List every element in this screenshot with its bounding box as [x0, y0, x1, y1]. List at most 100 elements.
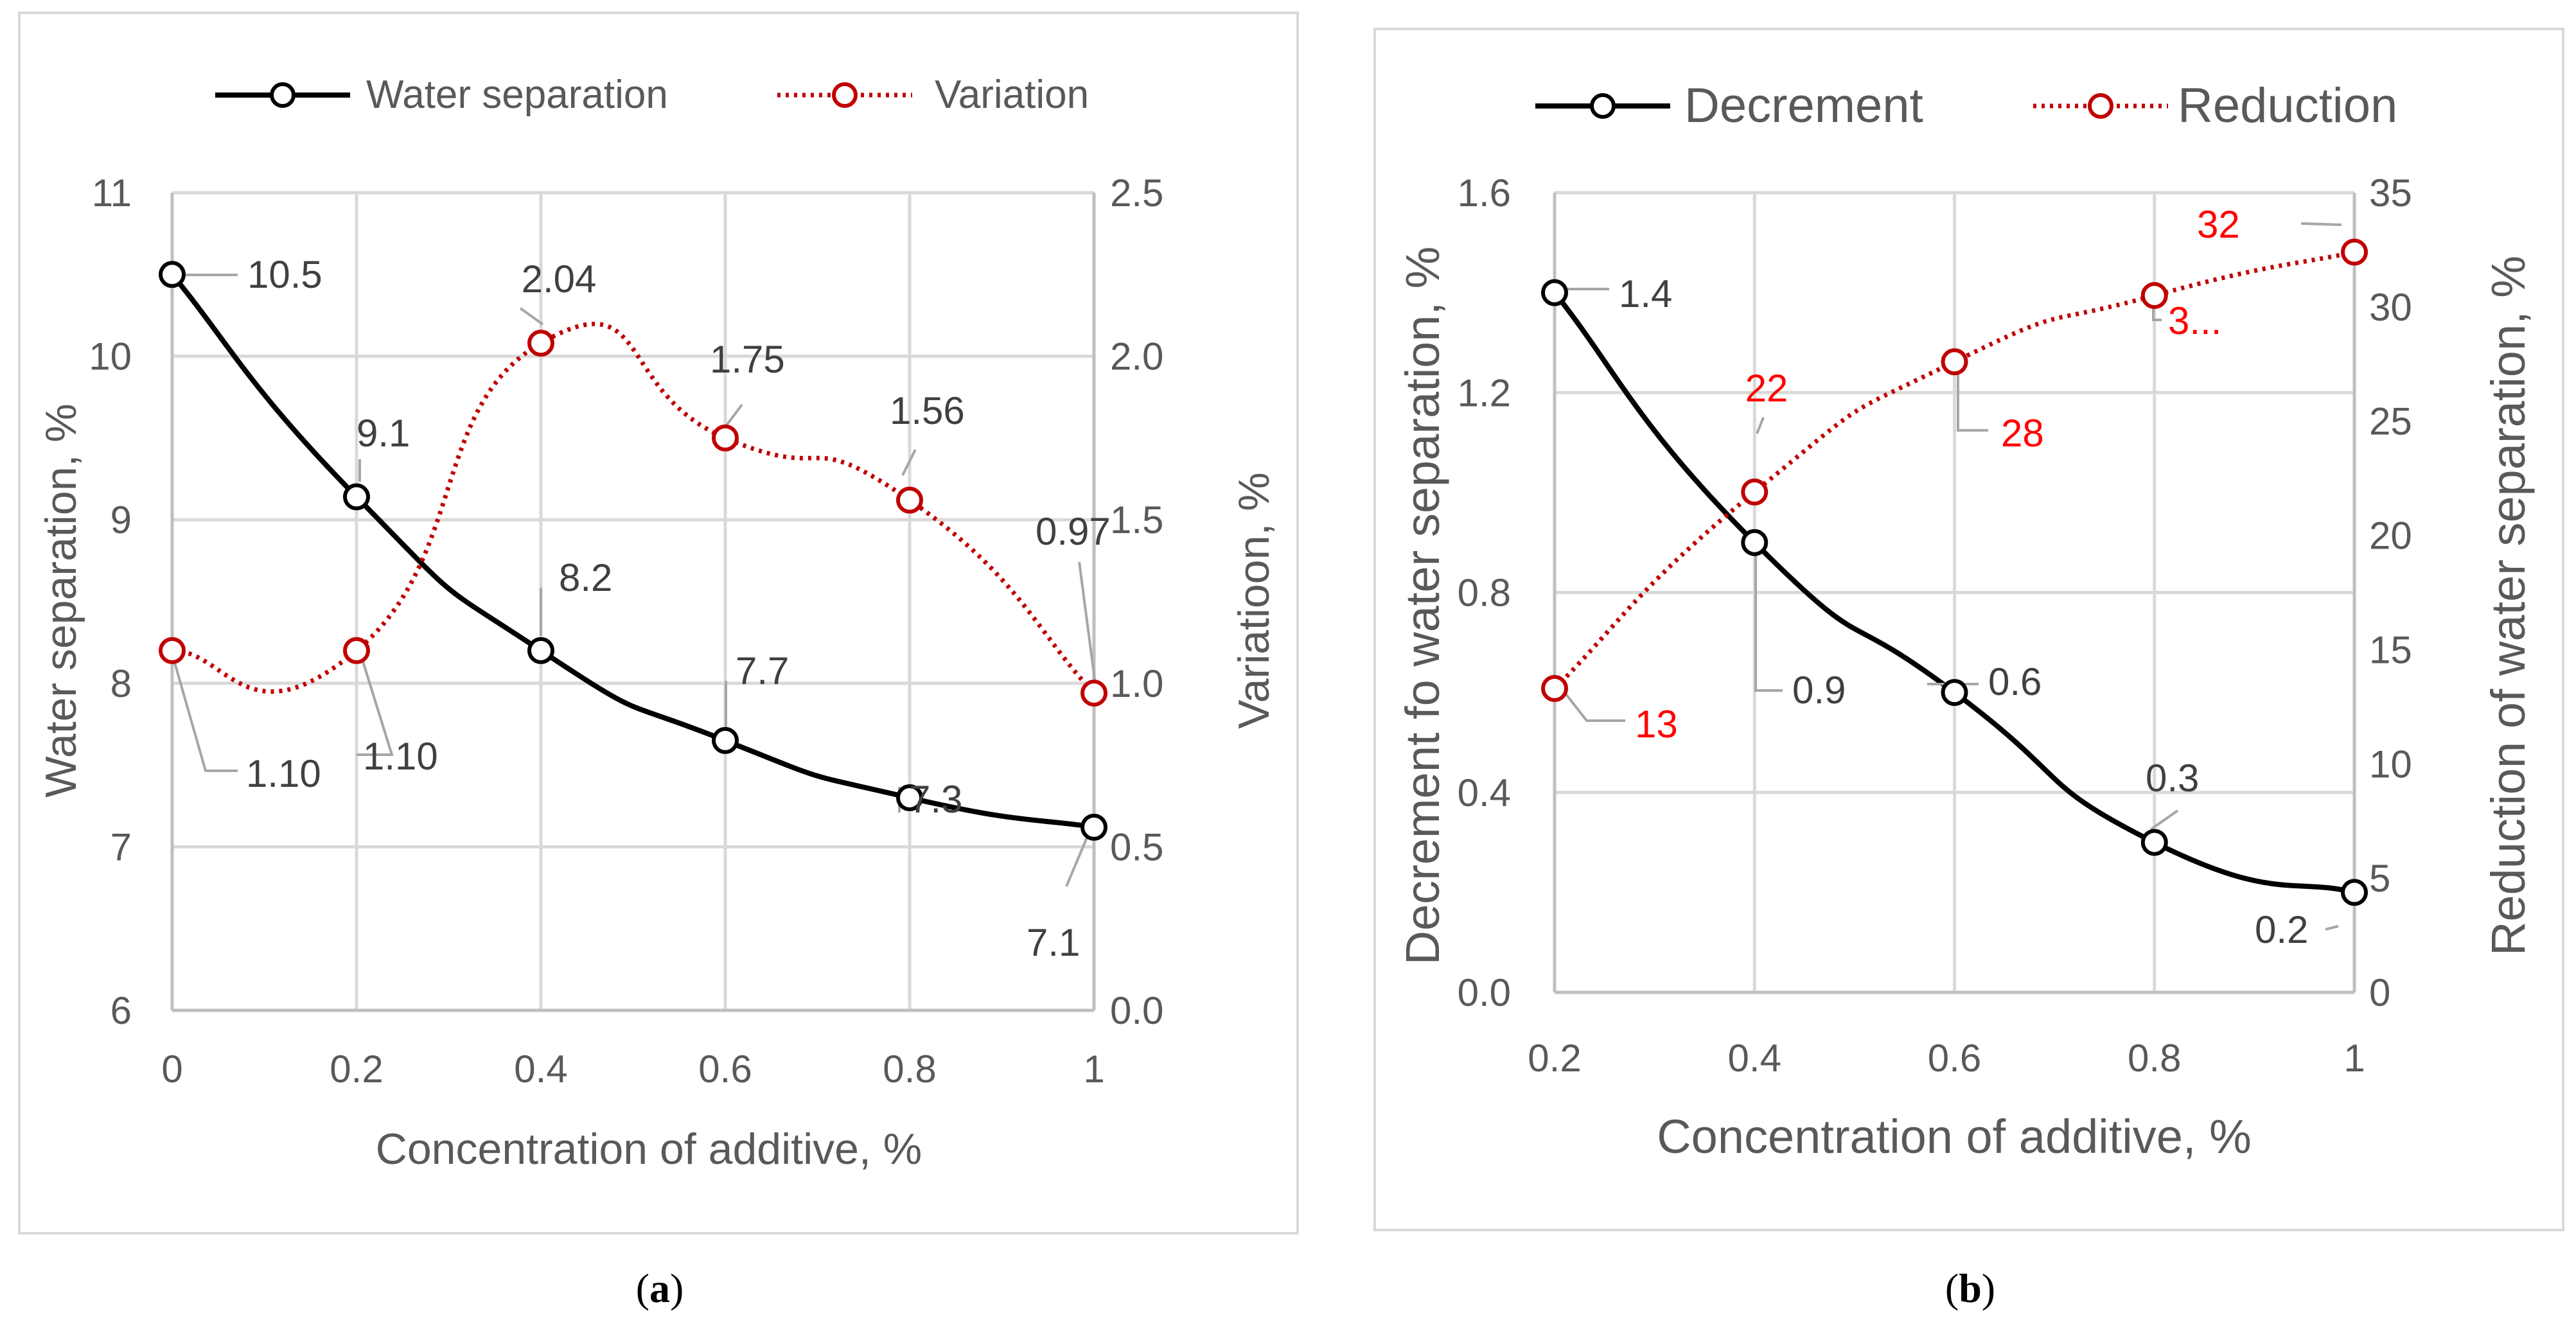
y-left-tick-label: 0.0	[1458, 971, 1511, 1014]
data-label-variation: 2.04	[522, 258, 597, 301]
leader-line-reduction	[1957, 366, 1988, 432]
panel-a-data-labels: 10.5 9.1 8.2 7.7 7.3 7.1 1.10 1.10 2.04 1.75 1.56 0…	[246, 253, 1111, 964]
data-label-decrement: 0.3	[2146, 757, 2199, 800]
data-point-decrement	[1541, 279, 1568, 306]
caption-b-letter: b	[1959, 1265, 1982, 1311]
data-point-reduction	[2341, 238, 2368, 266]
y-right-tick-label: 2.5	[1110, 171, 1163, 215]
data-label-reduction: 3...	[2168, 299, 2221, 342]
data-label-reduction: 32	[2197, 203, 2240, 246]
panel-b-axes	[1553, 193, 2356, 994]
data-point-water-separation	[712, 726, 739, 754]
data-label-water-separation: 7.7	[736, 649, 789, 692]
leader-line-decrement	[1754, 552, 1783, 692]
y-left-tick-label: 1.6	[1458, 171, 1511, 215]
data-label-water-separation: 7.1	[1027, 921, 1080, 964]
data-point-water-separation	[343, 483, 370, 511]
legend-variation-label: Variation	[935, 73, 1089, 117]
y-right-tick-label: 15	[2369, 628, 2412, 671]
legend-decrement-label: Decrement	[1684, 78, 1923, 133]
y-right-tick-label: 1.0	[1110, 662, 1163, 705]
data-point-reduction	[1741, 478, 1769, 505]
data-label-decrement: 0.6	[1988, 660, 2042, 703]
x-tick-label: 0.6	[698, 1048, 752, 1091]
panel-a-tick-labels: 0 0.2 0.4 0.6 0.8 1 6 7 8 9 10 11 0.0 0.5 1.0 1.5 2.0 2.5	[89, 171, 1163, 1091]
y-right-tick-label: 0	[2369, 971, 2390, 1014]
y-left-tick-label: 1.2	[1458, 371, 1511, 414]
data-point-water-separation	[527, 637, 554, 664]
panel-b-frame	[1373, 28, 2564, 1231]
y-right-tick-label: 10	[2369, 743, 2412, 786]
y-right-tick-label: 30	[2369, 286, 2412, 329]
leader-line-reduction	[2300, 222, 2342, 226]
panel-a-right-axis-title: Variatioon, %	[1230, 472, 1278, 728]
legend-decrement-marker	[1590, 93, 1616, 119]
y-right-tick-label: 1.5	[1110, 498, 1163, 541]
data-point-decrement	[2341, 879, 2368, 906]
x-tick-label: 1	[2343, 1037, 2365, 1080]
y-right-tick-label: 5	[2369, 857, 2390, 900]
data-point-decrement	[1741, 529, 1769, 556]
y-left-tick-label: 0.4	[1458, 771, 1511, 814]
y-right-tick-label: 2.0	[1110, 335, 1163, 378]
panel-b-legend: Decrement Reduction	[1535, 78, 2397, 133]
leader-line-decrement	[2325, 925, 2339, 931]
data-label-variation: 1.10	[363, 735, 438, 778]
data-label-water-separation: 7.3	[909, 778, 962, 821]
y-left-tick-label: 9	[110, 498, 132, 541]
panel-b-right-axis-title: Reduction of water separation, %	[2482, 256, 2535, 956]
data-point-variation	[527, 330, 554, 357]
data-label-reduction: 22	[1745, 367, 1788, 410]
series-line-variation	[172, 321, 1096, 695]
leader-line-reduction	[1555, 681, 1625, 722]
chart-panel-a: 10.59.18.27.77.37.11.10 1.102.041.751.560…	[18, 12, 1299, 1235]
caption-a-open: (	[636, 1265, 649, 1311]
data-point-water-separation	[1081, 813, 1107, 841]
panel-b-data-labels: 1.4 0.9 0.6 0.3 0.2 13 22 28 3... 32	[1619, 203, 2308, 951]
y-right-tick-label: 0.0	[1110, 989, 1163, 1032]
panel-b-points	[1541, 238, 2368, 906]
leader-line-variation	[357, 661, 394, 756]
legend-water-separation-label: Water separation	[366, 73, 668, 117]
caption-b-open: (	[1945, 1265, 1959, 1311]
x-tick-label: 0.2	[330, 1048, 383, 1091]
panel-a-axes	[170, 193, 1096, 1012]
chart-panel-b: 1.4 0.9 0.6 0.3 0.2 13 22 28 3... 32 0.2 0.4 0.6 0.8…	[1373, 28, 2564, 1231]
legend-water-separation-marker	[270, 82, 296, 108]
leader-line-variation	[901, 449, 917, 476]
panel-b-left-axis-title: Decrement fo water separation, %	[1396, 247, 1449, 965]
panel-a-x-axis-title: Concentration of additive, %	[376, 1125, 922, 1173]
panel-b-x-axis-title: Concentration of additive, %	[1657, 1110, 2252, 1163]
leader-line-variation	[519, 307, 544, 326]
x-tick-label: 0.8	[883, 1048, 936, 1091]
panel-a-left-axis-title: Water separation, %	[37, 403, 85, 798]
panel-a-frame	[18, 12, 1299, 1235]
data-point-variation	[712, 424, 739, 452]
panel-b-series-lines	[1552, 250, 2355, 895]
panel-b-tick-labels: 0.2 0.4 0.6 0.8 1 0.0 0.4 0.8 1.2 1.6 0 5 10 15 20 25 30…	[1458, 171, 2412, 1080]
data-point-decrement	[1941, 679, 1968, 707]
y-left-tick-label: 7	[110, 825, 132, 868]
legend-reduction-marker	[2088, 93, 2113, 119]
caption-b: (b)	[1945, 1265, 1995, 1311]
data-point-variation	[159, 637, 186, 664]
y-right-tick-label: 35	[2369, 171, 2412, 215]
data-point-variation	[1081, 680, 1107, 707]
data-label-decrement: 1.4	[1619, 272, 1672, 315]
x-tick-label: 0.6	[1928, 1037, 1981, 1080]
data-point-water-separation	[896, 784, 923, 812]
leader-line-reduction	[2152, 307, 2162, 321]
caption-b-close: )	[1982, 1265, 1995, 1311]
data-label-water-separation: 10.5	[247, 253, 322, 296]
x-tick-label: 0.2	[1528, 1037, 1581, 1080]
caption-a: (a)	[636, 1265, 684, 1311]
caption-a-close: )	[670, 1265, 684, 1311]
x-tick-label: 0.4	[514, 1048, 567, 1091]
y-right-tick-label: 20	[2369, 514, 2412, 558]
data-label-variation: 0.97	[1036, 510, 1111, 553]
data-label-variation: 1.75	[710, 338, 785, 381]
x-tick-label: 0.8	[2128, 1037, 2181, 1080]
panel-b-label-leaders	[1555, 222, 2342, 931]
